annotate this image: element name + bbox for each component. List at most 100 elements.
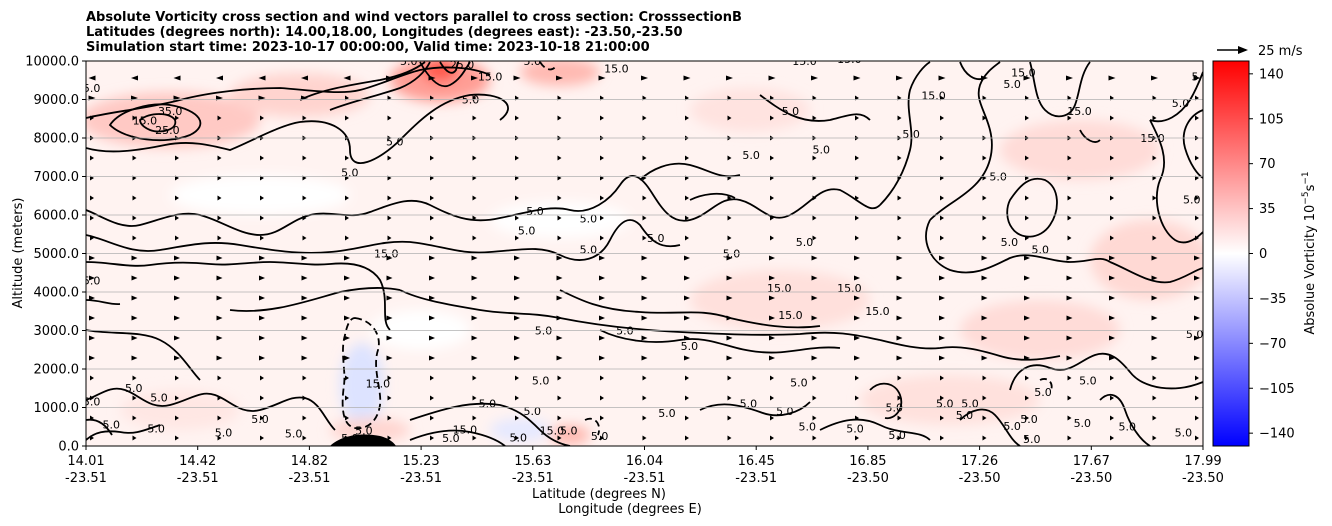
- wind-vector: [642, 395, 647, 401]
- wind-vector: [174, 355, 180, 361]
- wind-vector: [854, 355, 860, 361]
- wind-vector: [600, 435, 604, 441]
- contour-label: 15.0: [478, 70, 503, 83]
- wind-vector: [769, 255, 775, 261]
- contour-label: 15.0: [792, 55, 817, 68]
- wind-vector: [641, 315, 648, 321]
- wind-vector: [174, 275, 180, 281]
- contour-label: 5.0: [776, 405, 794, 418]
- contour-label: 15.0: [133, 115, 158, 128]
- wind-vector: [1025, 375, 1029, 381]
- contour-label: 5.0: [442, 432, 460, 445]
- wind-vector: [770, 215, 774, 221]
- wind-vector: [472, 115, 477, 121]
- wind-vector: [641, 355, 648, 361]
- wind-vector: [386, 335, 393, 341]
- wind-vector: [387, 235, 392, 241]
- contour-label: 5.0: [799, 421, 817, 434]
- wind-vectors: [88, 75, 1201, 441]
- wind-vector: [812, 195, 817, 201]
- wind-vector: [217, 395, 222, 401]
- y-tick-label: 9000.0: [34, 93, 80, 108]
- wind-vector: [1109, 355, 1115, 361]
- wind-vector: [472, 235, 477, 241]
- wind-vector: [1195, 435, 1199, 441]
- wind-vector: [1025, 435, 1029, 441]
- wind-vector: [175, 195, 179, 201]
- wind-vector: [726, 255, 733, 261]
- wind-vector: [981, 335, 988, 341]
- wind-vector: [896, 295, 903, 301]
- wind-vector: [897, 215, 902, 221]
- x-tick-lat: 14.82: [291, 454, 328, 469]
- wind-vector: [727, 215, 732, 221]
- contour-label: 5.0: [796, 236, 814, 249]
- wind-vector: [939, 295, 945, 301]
- wind-vector: [727, 115, 732, 121]
- wind-vector: [472, 375, 477, 381]
- wind-vector: [1067, 395, 1072, 401]
- contour-label: 5.0: [103, 419, 121, 432]
- wind-vector: [174, 255, 180, 261]
- wind-vector: [472, 435, 477, 441]
- contour-label: 5.0: [1074, 417, 1092, 430]
- wind-vector: [726, 315, 733, 321]
- contour-label: 5.0: [526, 205, 544, 218]
- wind-vector: [260, 435, 264, 441]
- wind-vector: [940, 195, 944, 201]
- wind-vector: [260, 395, 264, 401]
- wind-vector: [515, 375, 519, 381]
- wind-vector: [132, 195, 137, 201]
- wind-vector: [600, 115, 604, 121]
- wind-vector: [684, 255, 690, 261]
- wind-vector: [514, 255, 520, 261]
- wind-vector: [855, 155, 859, 161]
- wind-vector: [90, 115, 94, 121]
- wind-vector: [1194, 255, 1200, 261]
- wind-vector: [217, 415, 222, 421]
- wind-vector: [132, 115, 137, 121]
- wind-vector: [216, 295, 223, 301]
- wind-vector: [175, 415, 179, 421]
- wind-vector: [515, 195, 519, 201]
- colorbar-tick-label: 70: [1259, 157, 1276, 172]
- wind-vector: [1152, 415, 1157, 421]
- wind-vector: [1109, 275, 1115, 281]
- wind-vector: [1067, 155, 1072, 161]
- wind-vector: [345, 195, 349, 201]
- wind-vector: [429, 295, 435, 301]
- wind-vector: [770, 375, 774, 381]
- wind-vector: [855, 435, 859, 441]
- x-tick-lat: 16.45: [738, 454, 775, 469]
- wind-vector: [259, 255, 265, 261]
- wind-vector: [343, 75, 351, 81]
- x-tick-lat: 14.01: [67, 454, 104, 469]
- wind-vector: [132, 435, 137, 441]
- wind-vector: [940, 415, 944, 421]
- wind-vector: [217, 375, 222, 381]
- contour-label: 25.0: [450, 59, 475, 72]
- wind-vector: [90, 395, 94, 401]
- wind-vector: [1152, 195, 1157, 201]
- contour-label: 5.0: [813, 143, 831, 156]
- wind-vector: [770, 395, 774, 401]
- wind-vector: [1025, 195, 1029, 201]
- wind-vector: [1024, 355, 1030, 361]
- wind-vector: [173, 75, 181, 81]
- contour-label: 5.0: [1183, 193, 1201, 206]
- wind-vector: [854, 335, 860, 341]
- wind-vector: [88, 75, 96, 81]
- wind-vector: [1110, 415, 1114, 421]
- contour-label: 5.0: [386, 136, 404, 149]
- wind-vector: [259, 315, 265, 321]
- wind-vector: [387, 375, 392, 381]
- wind-vector: [1152, 115, 1157, 121]
- wind-vector: [302, 155, 307, 161]
- wind-vector: [430, 395, 434, 401]
- wind-vector: [812, 375, 817, 381]
- wind-vector: [557, 395, 562, 401]
- wind-vector: [770, 435, 774, 441]
- colorbar-tick-label: 0: [1259, 247, 1267, 262]
- x-tick-lon: -23.50: [959, 471, 1001, 486]
- wind-vector: [132, 395, 137, 401]
